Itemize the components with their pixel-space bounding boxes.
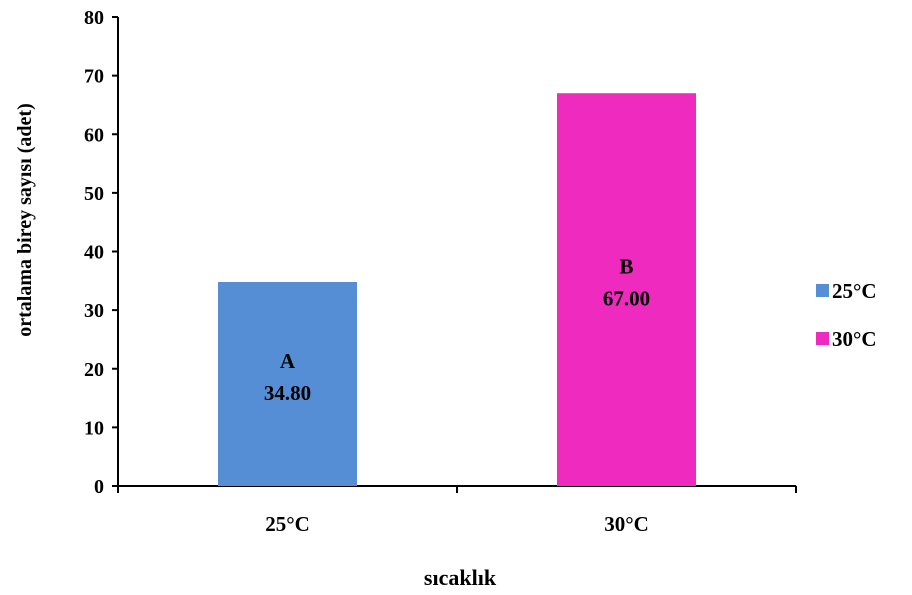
y-tick-label: 50 <box>84 183 104 205</box>
bar-label-letter: A <box>280 349 296 373</box>
bar-1 <box>218 281 357 486</box>
y-tick-label: 80 <box>84 7 104 29</box>
y-tick-label: 20 <box>84 359 104 381</box>
x-axis: 25°C 30°C <box>117 485 797 536</box>
y-tick-label: 30 <box>84 300 104 322</box>
x-tick-label: 25°C <box>265 512 310 536</box>
bar-label-value: 34.80 <box>264 381 311 405</box>
y-axis: 0 10 20 30 40 50 60 70 80 <box>84 7 119 498</box>
y-tick-label: 60 <box>84 124 104 146</box>
bars <box>218 93 696 487</box>
bar-2 <box>557 93 696 487</box>
bar-label-value: 67.00 <box>603 287 650 311</box>
x-tick-label: 30°C <box>604 512 649 536</box>
legend-label: 25°C <box>832 279 877 303</box>
legend-swatch <box>816 284 829 297</box>
y-tick-label: 10 <box>84 417 104 439</box>
bar-labels: A 34.80 B 67.00 <box>264 255 650 405</box>
legend-label: 30°C <box>832 327 877 351</box>
x-axis-title: sıcaklık <box>424 565 497 590</box>
y-tick-label: 0 <box>94 476 104 498</box>
legend-swatch <box>816 332 829 345</box>
y-axis-title: ortalama birey sayısı (adet) <box>14 103 36 337</box>
bar-label-letter: B <box>619 255 633 279</box>
legend: 25°C 30°C <box>816 279 877 351</box>
y-tick-label: 70 <box>84 66 104 88</box>
y-tick-label: 40 <box>84 242 104 264</box>
